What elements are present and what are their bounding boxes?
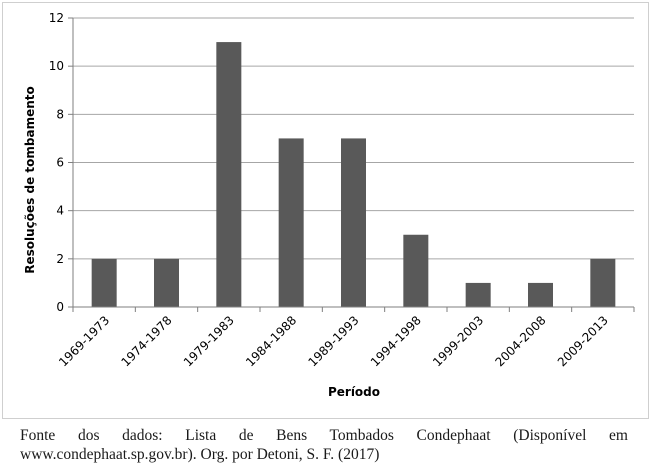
x-tick-label: 1984-1988 — [243, 313, 299, 369]
y-tick-label: 12 — [49, 11, 64, 25]
x-tick-label: 2009-2013 — [555, 313, 611, 369]
bar-1984-1988 — [278, 138, 304, 307]
bar-1979-1983 — [216, 42, 242, 307]
bar-1994-1998 — [403, 234, 429, 307]
x-tick-label: 1999-2003 — [430, 313, 486, 369]
y-tick-label: 6 — [56, 156, 64, 170]
x-tick-labels: 1969-1973 1974-1978 1979-1983 1984-1988 1989… — [56, 313, 611, 369]
x-tick-label: 1979-1983 — [181, 313, 237, 369]
x-tick-label: 1969-1973 — [56, 313, 112, 369]
bar-1969-1973 — [91, 258, 117, 307]
y-tick-label: 10 — [49, 59, 64, 73]
bar-1999-2003 — [465, 282, 491, 307]
y-tick-label: 8 — [56, 107, 64, 121]
bars — [91, 42, 616, 307]
axes — [68, 17, 635, 312]
x-tick-label: 1974-1978 — [118, 313, 174, 369]
bar-1974-1978 — [154, 258, 179, 307]
bar-2004-2008 — [528, 282, 553, 307]
x-tick-label: 1994-1998 — [368, 313, 424, 369]
bar-2009-2013 — [590, 258, 616, 307]
source-caption: Fonte dos dados: Lista de Bens Tombados … — [20, 427, 628, 463]
bar-1989-1993 — [341, 138, 366, 307]
x-tick-label: 2004-2008 — [492, 313, 548, 369]
y-tick-label: 4 — [56, 204, 64, 218]
y-tick-label: 2 — [56, 252, 64, 266]
x-tick-label: 1989-1993 — [305, 313, 361, 369]
y-axis-title: Resoluções de tombamento — [23, 86, 37, 273]
y-tick-labels: 0 2 4 6 8 10 12 — [49, 11, 64, 314]
y-tick-label: 0 — [56, 300, 64, 314]
x-axis-title: Período — [328, 385, 380, 399]
